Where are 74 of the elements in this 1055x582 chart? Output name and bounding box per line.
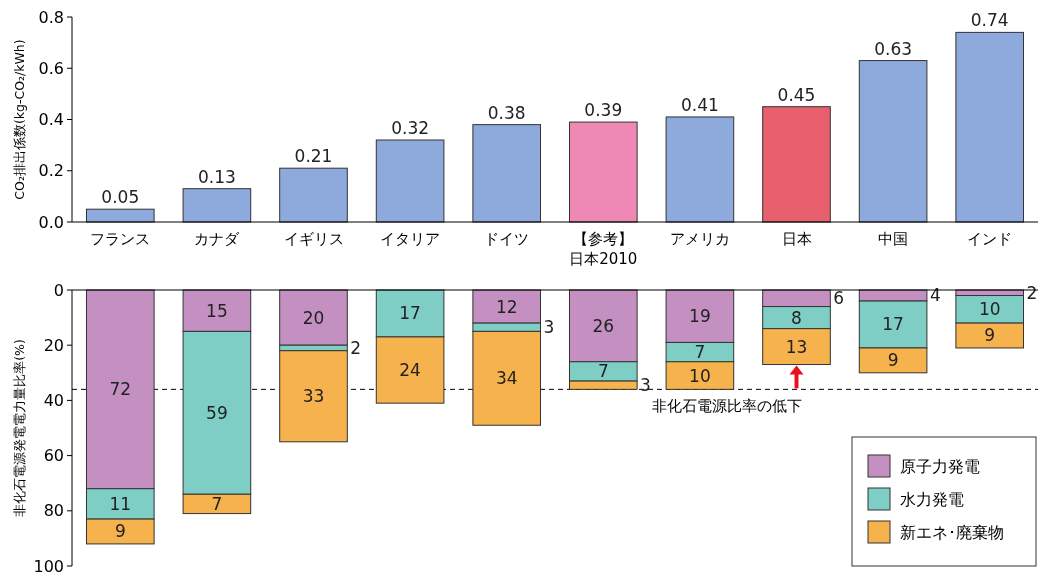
- x-tick-label: アメリカ: [669, 230, 730, 248]
- data-label: 8: [791, 307, 802, 328]
- data-label: 7: [597, 361, 609, 382]
- y-axis-title: CO₂排出係数(kg-CO₂/kWh): [12, 39, 27, 200]
- y-tick-label: 0.0: [38, 212, 64, 232]
- x-tick-label: フランス: [90, 230, 151, 248]
- data-label: 9: [114, 521, 126, 542]
- data-label: 9: [984, 325, 996, 346]
- x-tick-label: カナダ: [194, 230, 241, 248]
- data-label: 0.41: [680, 94, 719, 115]
- data-label: 10: [978, 299, 1001, 320]
- y-tick-label: 80: [43, 501, 64, 521]
- x-tick-label: イギリス: [283, 230, 344, 248]
- y-tick-label: 0.2: [38, 161, 64, 181]
- bar: [375, 139, 445, 223]
- y-tick-label: 0.6: [38, 58, 64, 78]
- y-tick-label: 0.4: [38, 110, 64, 130]
- bar: [279, 289, 348, 346]
- data-label: 33: [302, 386, 325, 407]
- bar: [858, 60, 928, 223]
- bar: [182, 188, 252, 223]
- y-tick-label: 0: [53, 280, 64, 300]
- x-tick-label: 【参考】日本2010: [569, 230, 638, 268]
- y-tick-label: 40: [43, 391, 64, 410]
- data-label: 0.63: [874, 38, 913, 59]
- data-label: 12: [495, 296, 518, 317]
- legend-label: 原子力発電: [900, 456, 980, 476]
- data-label: 13: [785, 336, 808, 357]
- y-tick-label: 100: [33, 556, 64, 576]
- data-label: 0.45: [777, 84, 816, 105]
- data-label: 11: [109, 493, 132, 514]
- data-label: 17: [882, 314, 904, 335]
- data-label: 2: [350, 337, 362, 358]
- data-label: 3: [543, 317, 555, 338]
- y-tick-label: 20: [43, 335, 64, 355]
- data-label: 0.13: [197, 166, 236, 187]
- y-axis-title: 非化石電源発電電力量比率(%): [12, 339, 27, 517]
- legend-label: 新エネ･廃棄物: [900, 522, 1004, 542]
- data-label: 72: [109, 379, 132, 400]
- data-label: 0.05: [101, 187, 140, 208]
- data-label: 59: [206, 402, 228, 423]
- data-label: 0.32: [391, 118, 430, 138]
- data-label: 9: [887, 350, 899, 371]
- data-label: 15: [206, 300, 228, 321]
- bar: [955, 31, 1025, 223]
- bar: [568, 121, 638, 223]
- x-tick-label: ドイツ: [484, 230, 530, 248]
- data-label: 4: [929, 285, 941, 306]
- data-label: 0.38: [487, 102, 526, 123]
- x-tick-label: 日本: [781, 230, 812, 248]
- x-tick-label: 中国: [878, 230, 909, 248]
- data-label: 6: [833, 288, 845, 309]
- y-tick-label: 60: [43, 446, 64, 466]
- data-label: 0.39: [584, 100, 623, 121]
- data-label: 24: [399, 359, 421, 380]
- data-label: 0.21: [294, 146, 333, 167]
- bar: [665, 116, 735, 223]
- data-label: 7: [211, 493, 223, 514]
- data-label: 10: [689, 365, 711, 386]
- bar: [762, 106, 831, 223]
- bar: [279, 167, 348, 223]
- data-label: 7: [694, 342, 706, 363]
- data-label: 34: [495, 368, 518, 389]
- legend-label: 水力発電: [900, 489, 964, 509]
- x-tick-label: インド: [967, 230, 1013, 248]
- annotation: 非化石電源比率の低下: [651, 397, 802, 416]
- y-tick-label: 0.8: [38, 7, 64, 27]
- x-tick-label: イタリア: [380, 230, 441, 248]
- data-label: 19: [689, 306, 711, 327]
- data-label: 26: [592, 315, 615, 336]
- data-label: 20: [302, 307, 325, 328]
- data-label: 17: [399, 303, 421, 324]
- data-label: 0.74: [970, 10, 1009, 31]
- bar: [472, 124, 542, 223]
